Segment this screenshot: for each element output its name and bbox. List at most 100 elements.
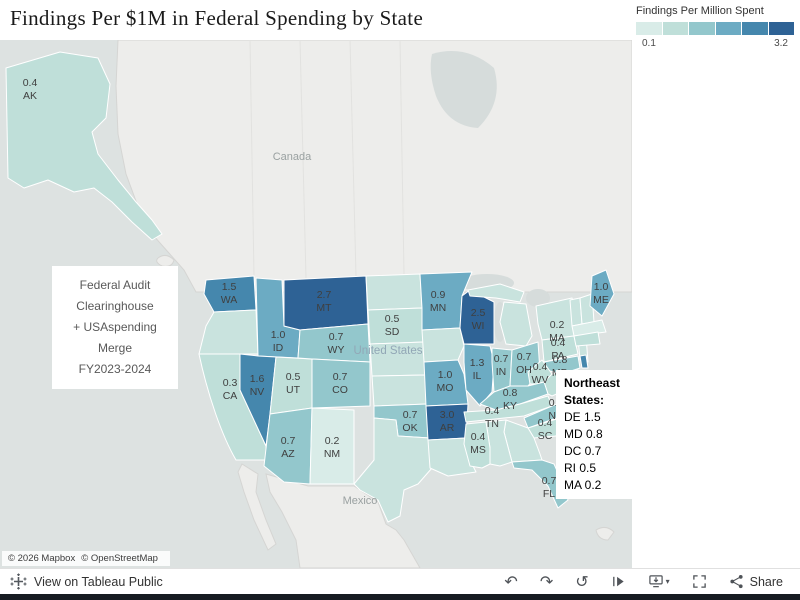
toolbar: View on Tableau Public ↶ ↷ ↺ ▾ [0,568,800,594]
northeast-annotation-line: DE 1.5 [564,410,601,424]
province-border [349,40,357,277]
mexico-map-label: Mexico [343,495,378,507]
state-DE[interactable] [579,354,589,369]
state-CO[interactable] [311,358,371,409]
legend-swatch [768,22,794,35]
state-RI-CT[interactable] [573,331,601,347]
state-label-OK: 0.7 OK [402,409,417,434]
canada-map-label: Canada [273,151,312,163]
state-label-CA: 0.3 CA [223,377,238,402]
northeast-annotation-line: MD 0.8 [564,427,603,441]
replay-icon: ↺ [575,571,589,591]
state-MS[interactable] [463,421,491,469]
redo-icon: ↷ [539,571,554,591]
state-ND[interactable] [365,273,423,311]
source-annotation-line: + USAspending [73,320,157,334]
province-border [249,40,255,277]
share-button-label: Share [749,574,783,589]
choropleth-map[interactable]: Canada United States Mexico 0.4 AK 1.5 WA … [0,40,632,568]
state-label-FL: 0.7 FL [542,475,557,500]
legend-swatch [636,22,662,35]
province-border [399,40,405,275]
state-label-AR: 3.0 AR [440,409,455,434]
redo-button[interactable]: ↷ [533,573,560,591]
state-label-MO: 1.0 MO [437,369,454,394]
state-PA[interactable] [541,335,579,363]
state-AZ[interactable] [263,407,313,485]
legend-labels: 0.1 3.2 [636,35,794,49]
legend-min-label: 0.1 [642,38,656,49]
canada-landmass [115,40,632,293]
state-label-MS: 0.4 MS [470,431,486,456]
state-label-OH: 0.7 OH [516,351,532,376]
mexico-landmass [265,473,421,568]
mapbox-attribution-link[interactable]: © 2026 Mapbox [8,553,76,564]
province-border [299,40,307,279]
united-states-map-label: United States [353,345,422,357]
state-label-AK: 0.4 AK [23,77,38,102]
fullscreen-button[interactable] [685,573,714,590]
map-svg: Canada United States Mexico 0.4 AK 1.5 WA … [0,40,632,568]
state-label-IL: 1.3 IL [470,357,485,382]
state-label-CO: 0.7 CO [332,371,348,396]
legend-swatch [662,22,688,35]
state-TX[interactable] [353,417,433,523]
state-label-UT: 0.5 UT [286,371,301,396]
legend-swatch [689,22,715,35]
source-annotation-line: FY2023-2024 [78,362,152,376]
state-label-NV: 1.6 NV [250,373,265,398]
state-FL[interactable] [511,459,569,509]
view-on-tableau-link[interactable]: View on Tableau Public [10,573,163,590]
view-on-tableau-label: View on Tableau Public [34,574,163,589]
state-MI-upper[interactable] [467,283,525,303]
replay-button[interactable]: ↺ [568,573,595,591]
state-IA[interactable] [421,327,465,363]
northeast-annotation-lines: DE 1.5 MD 0.8 DC 0.7 RI 0.5 MA 0.2 [564,409,650,494]
legend-swatch [715,22,741,35]
state-label-PA: 0.4 PA [551,337,566,362]
legend-gradient [636,22,794,35]
source-annotation-line: Merge [97,341,132,355]
color-legend: Findings Per Million Spent 0.1 3.2 [636,5,794,49]
state-KS[interactable] [371,374,429,407]
state-label-WA: 1.5 WA [221,281,238,306]
source-annotation: Federal Audit Clearinghouse + USAspending M… [52,266,178,389]
pause-updates-button[interactable] [604,573,633,590]
hudson-bay [430,51,497,128]
source-annotation-line: Clearinghouse [76,299,154,313]
state-ME[interactable] [589,269,615,317]
state-label-TN: 0.4 TN [485,405,500,430]
state-TN[interactable] [463,395,553,423]
northeast-annotation-title: Northeast States: [564,376,621,407]
states-layer [5,51,615,523]
download-button[interactable]: ▾ [641,573,677,591]
caret-down-icon: ▾ [665,576,670,586]
state-label-AZ: 0.7 AZ [281,435,296,460]
legend-swatch [742,22,768,35]
viz-title: Findings Per $1M in Federal Spending by … [10,6,424,30]
northeast-annotation-line: DC 0.7 [564,444,602,458]
northeast-annotation: Northeast States: DE 1.5 MD 0.8 DC 0.7 RI 0… [556,370,658,499]
state-label-WV: 0.4 WV [532,361,549,386]
map-attribution: © 2026 Mapbox © OpenStreetMap [2,551,170,566]
state-label-SC: 0.4 SC [538,417,553,442]
state-label-WI: 2.5 WI [471,307,486,332]
toolbar-actions: ↶ ↷ ↺ ▾ [497,573,790,591]
state-label-MA: 0.2 MA [549,319,565,344]
state-label-SD: 0.5 SD [385,313,400,338]
state-AK[interactable] [5,51,163,241]
legend-title: Findings Per Million Spent [636,5,764,17]
state-MI[interactable] [499,301,533,347]
island [156,254,175,267]
state-label-IN: 0.7 IN [494,353,509,378]
bottom-strip [0,594,800,600]
state-label-ME: 1.0 ME [593,281,609,306]
osm-attribution-link[interactable]: © OpenStreetMap [81,553,158,564]
northeast-annotation-line: RI 0.5 [564,461,597,475]
state-label-WY: 0.7 WY [328,331,345,356]
pause-updates-icon [612,576,624,587]
share-button[interactable]: Share [722,573,790,591]
undo-button[interactable]: ↶ [497,573,524,591]
undo-icon: ↶ [504,571,518,591]
